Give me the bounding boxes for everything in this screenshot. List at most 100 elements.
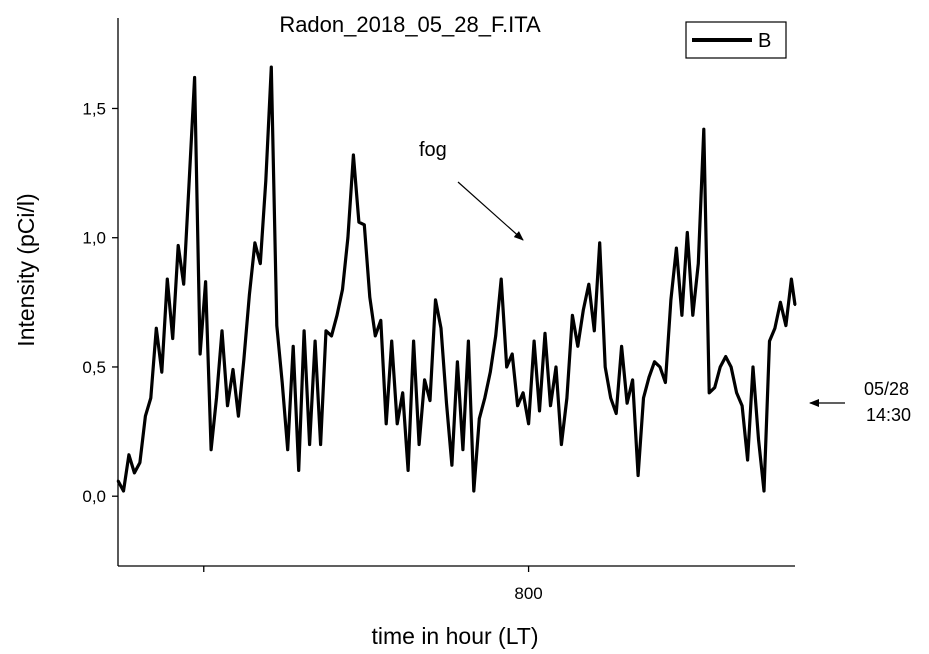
data-point bbox=[259, 262, 262, 265]
data-point bbox=[335, 314, 339, 317]
chart-title: Radon_2018_05_28_F.ITA bbox=[279, 12, 541, 37]
data-point bbox=[784, 324, 788, 327]
data-point bbox=[527, 422, 530, 425]
y-tick-label: 0,0 bbox=[82, 487, 106, 506]
data-point bbox=[434, 298, 437, 301]
data-point bbox=[746, 458, 749, 462]
data-point bbox=[729, 365, 733, 369]
data-point bbox=[620, 345, 623, 348]
data-point bbox=[253, 241, 257, 245]
data-point bbox=[182, 283, 185, 286]
data-point bbox=[615, 412, 618, 415]
data-point bbox=[215, 396, 218, 400]
x-axis-label: time in hour (LT) bbox=[371, 623, 538, 649]
data-point bbox=[554, 365, 558, 369]
data-point bbox=[713, 386, 716, 389]
data-point bbox=[658, 365, 662, 369]
data-point bbox=[127, 453, 131, 456]
data-point bbox=[609, 396, 612, 400]
data-point bbox=[439, 327, 443, 330]
data-point bbox=[198, 352, 202, 356]
data-point bbox=[368, 296, 371, 299]
data-point bbox=[719, 365, 722, 369]
data-point bbox=[308, 443, 311, 446]
data-point bbox=[160, 370, 163, 374]
data-point bbox=[516, 404, 519, 407]
data-point bbox=[319, 443, 322, 446]
data-point bbox=[494, 334, 497, 338]
data-point bbox=[428, 399, 432, 402]
data-point bbox=[138, 461, 142, 464]
x-ticks: 800 bbox=[203, 566, 543, 603]
data-point bbox=[379, 319, 382, 322]
y-tick-label: 0,5 bbox=[82, 358, 106, 377]
data-point bbox=[313, 339, 317, 343]
data-point bbox=[565, 396, 569, 400]
data-point bbox=[724, 355, 727, 358]
data-point bbox=[604, 365, 607, 369]
data-point bbox=[133, 471, 136, 475]
side-annot-date: 05/28 bbox=[864, 379, 909, 399]
data-point bbox=[697, 262, 700, 265]
data-point bbox=[768, 339, 771, 343]
data-point bbox=[352, 153, 355, 157]
data-point bbox=[571, 314, 574, 317]
data-point bbox=[478, 417, 481, 420]
data-point bbox=[226, 404, 229, 407]
data-point bbox=[341, 288, 344, 291]
data-point bbox=[735, 391, 738, 394]
data-point bbox=[204, 280, 207, 283]
data-point bbox=[149, 396, 152, 400]
data-point bbox=[505, 365, 508, 369]
fog-annotation: fog bbox=[419, 139, 524, 241]
series-points-b bbox=[116, 65, 797, 493]
data-point bbox=[793, 303, 797, 307]
data-point bbox=[740, 404, 744, 407]
data-point bbox=[188, 179, 191, 182]
y-tick-label: 1,5 bbox=[82, 99, 106, 118]
data-point bbox=[751, 365, 755, 369]
data-point bbox=[324, 329, 328, 332]
data-point bbox=[500, 277, 503, 281]
side-annotation: 05/28 14:30 bbox=[809, 379, 911, 425]
data-point bbox=[209, 448, 213, 451]
data-point bbox=[664, 381, 667, 384]
data-point bbox=[642, 396, 645, 400]
data-point bbox=[456, 360, 459, 363]
data-point bbox=[631, 378, 634, 382]
data-point bbox=[231, 368, 235, 371]
data-point bbox=[576, 345, 579, 348]
data-point bbox=[762, 489, 766, 493]
data-point bbox=[779, 301, 782, 304]
data-point bbox=[686, 231, 689, 234]
data-point bbox=[483, 396, 486, 400]
data-point bbox=[543, 332, 547, 335]
data-point bbox=[302, 329, 306, 332]
data-point bbox=[790, 277, 793, 281]
data-point bbox=[636, 474, 640, 477]
legend: B bbox=[685, 21, 787, 59]
legend-label-b: B bbox=[758, 30, 771, 52]
side-annot-time: 14:30 bbox=[866, 405, 911, 425]
data-point bbox=[450, 464, 454, 467]
data-point bbox=[461, 448, 465, 451]
data-point bbox=[374, 334, 377, 338]
data-point bbox=[297, 469, 300, 472]
data-point bbox=[330, 334, 333, 338]
data-point bbox=[396, 422, 399, 425]
data-point bbox=[292, 345, 295, 348]
y-tick-label: 1,0 bbox=[82, 229, 106, 248]
data-point bbox=[647, 376, 651, 379]
data-point bbox=[445, 402, 448, 405]
data-point bbox=[675, 246, 678, 250]
data-point bbox=[472, 489, 475, 493]
data-point bbox=[423, 378, 426, 382]
data-point bbox=[467, 339, 470, 343]
data-point bbox=[549, 404, 552, 407]
data-point bbox=[412, 339, 415, 343]
x-tick-label: 800 bbox=[514, 584, 542, 603]
data-point bbox=[171, 337, 174, 340]
data-point bbox=[511, 352, 514, 356]
data-point bbox=[281, 381, 284, 384]
fog-label: fog bbox=[419, 139, 447, 161]
